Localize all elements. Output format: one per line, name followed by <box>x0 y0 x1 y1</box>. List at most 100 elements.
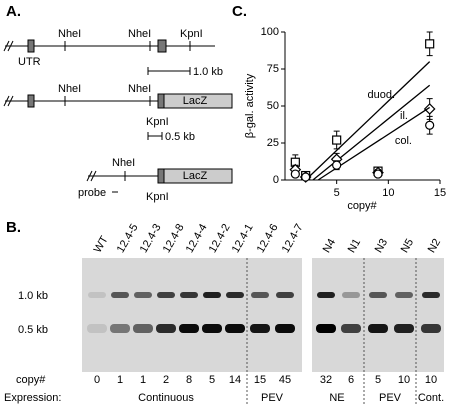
panel-label: A. <box>6 3 21 20</box>
copy-number: 5 <box>375 374 381 386</box>
band <box>342 292 360 298</box>
point <box>425 39 435 49</box>
y-tick-label: 0 <box>273 174 279 186</box>
fit-line <box>305 61 431 181</box>
band <box>225 324 245 333</box>
site-label: KpnI <box>146 116 169 128</box>
lane-label: N2 <box>426 237 443 255</box>
band <box>203 292 221 298</box>
band <box>88 292 106 298</box>
y-tick-label: 50 <box>267 100 279 112</box>
site-label: NheI <box>58 28 81 40</box>
lane-label: 12.4-2 <box>207 222 233 255</box>
lane-label: 12.4-7 <box>280 222 306 255</box>
band <box>369 292 387 298</box>
point <box>301 172 311 182</box>
band <box>133 324 153 333</box>
copy-number: 2 <box>163 374 169 386</box>
series-label: il. <box>400 110 408 122</box>
x-tick-label: 10 <box>382 187 394 199</box>
blot <box>312 258 444 372</box>
band <box>422 292 440 298</box>
y-tick-label: 75 <box>267 63 279 75</box>
copy-number: 1 <box>117 374 123 386</box>
x-tick-label: 15 <box>434 187 446 199</box>
band <box>250 324 270 333</box>
band <box>341 324 361 333</box>
site-label: NheI <box>128 28 151 40</box>
band <box>180 292 198 298</box>
row-label: 1.0 kb <box>18 290 48 302</box>
site-label: NheI <box>112 157 135 169</box>
dividers <box>246 258 417 404</box>
band <box>276 292 294 298</box>
copy-number: 14 <box>229 374 241 386</box>
band <box>156 324 176 333</box>
box-label: LacZ <box>183 95 208 107</box>
band <box>368 324 388 333</box>
band <box>251 292 269 298</box>
expression-group: PEV <box>379 392 402 404</box>
point <box>332 160 342 170</box>
copy-number: 0 <box>94 374 100 386</box>
band <box>394 324 414 333</box>
box-label: LacZ <box>183 170 208 182</box>
lane-label: 12.4-5 <box>115 222 141 255</box>
lane-label: N5 <box>399 237 416 255</box>
row-label: 0.5 kb <box>18 324 48 336</box>
blot <box>82 258 302 372</box>
copy-number: 6 <box>348 374 354 386</box>
scale-label: 0.5 kb <box>165 131 195 143</box>
expression-label: Expression: <box>4 392 61 404</box>
lane-label: N4 <box>321 237 338 255</box>
copy-number: 15 <box>254 374 266 386</box>
band <box>157 292 175 298</box>
band <box>134 292 152 298</box>
lane-label: 12.4-8 <box>161 222 187 255</box>
band <box>110 324 130 333</box>
band <box>316 324 336 333</box>
expression-group: Cont. <box>418 392 444 404</box>
lane-label: 12.4-3 <box>138 222 164 255</box>
lane-label: 12.4-1 <box>230 222 256 255</box>
expression-group: PEV <box>261 392 284 404</box>
y-tick-label: 25 <box>267 137 279 149</box>
copy-number: 10 <box>425 374 437 386</box>
band <box>87 324 107 333</box>
band <box>226 292 244 298</box>
copy-number: 1 <box>140 374 146 386</box>
site-label: KpnI <box>180 28 203 40</box>
lane-label: N3 <box>373 237 390 255</box>
band <box>395 292 413 298</box>
y-tick-label: 100 <box>261 26 279 38</box>
band <box>179 324 199 333</box>
expression-group: Continuous <box>138 392 194 404</box>
copy-number: 5 <box>209 374 215 386</box>
point <box>425 120 435 130</box>
site-label: NheI <box>128 83 151 95</box>
copy-label: copy# <box>16 374 46 386</box>
lane-label: 12.4-6 <box>255 222 281 255</box>
point <box>423 103 436 115</box>
band <box>111 292 129 298</box>
lane-label: WT <box>92 234 111 255</box>
panel-label: C. <box>232 3 247 20</box>
point <box>373 169 383 179</box>
lane-label: 12.4-4 <box>184 222 210 255</box>
x-tick-label: 5 <box>334 187 340 199</box>
copy-number: 32 <box>320 374 332 386</box>
x-axis-label: copy# <box>347 200 377 212</box>
series-label: col. <box>395 135 412 147</box>
scale-label: 1.0 kb <box>193 66 223 78</box>
copy-number: 45 <box>279 374 291 386</box>
site-label: KpnI <box>146 191 169 203</box>
expression-group: NE <box>329 392 344 404</box>
band <box>317 292 335 298</box>
y-axis-label: β-gal. activity <box>244 73 256 138</box>
series-label: duod. <box>367 89 395 101</box>
band <box>202 324 222 333</box>
panel-label: B. <box>6 219 21 236</box>
site-label: NheI <box>58 83 81 95</box>
point <box>290 169 300 179</box>
